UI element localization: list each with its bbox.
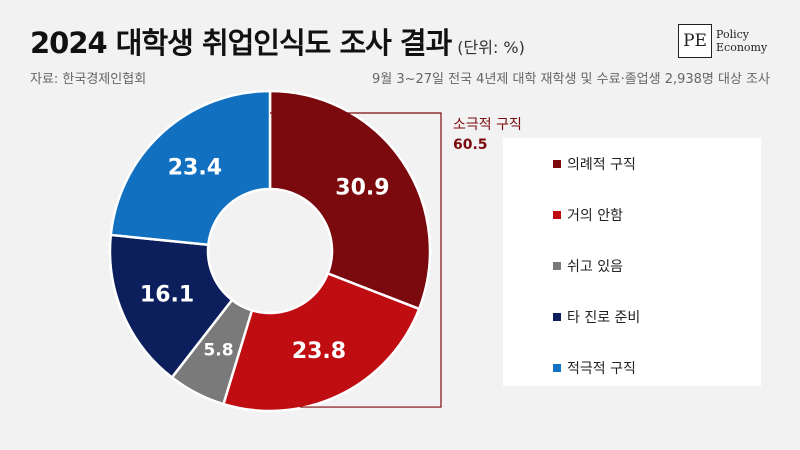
legend-item: 의례적 구직 bbox=[553, 154, 636, 174]
data-label-거의-안함: 23.8 bbox=[292, 339, 346, 364]
logo-line-1: Policy bbox=[716, 28, 749, 41]
data-label-적극적-구직: 23.4 bbox=[168, 155, 222, 180]
survey-note: 9월 3~27일 전국 4년제 대학 재학생 및 수료·졸업생 2,938명 대… bbox=[371, 72, 770, 87]
annotation-bracket bbox=[270, 112, 442, 408]
annotation-label: 소극적 구직 bbox=[453, 117, 522, 133]
legend-item: 타 진로 준비 bbox=[553, 307, 640, 327]
legend-label: 의례적 구직 bbox=[567, 157, 636, 173]
data-label-쉬고-있음: 5.8 bbox=[203, 340, 233, 360]
legend-label: 거의 안함 bbox=[567, 208, 623, 224]
legend-swatch bbox=[553, 211, 561, 219]
slice-적극적-구직 bbox=[109, 89, 272, 247]
chart-title: 2024 대학생 취업인식도 조사 결과 bbox=[30, 26, 452, 60]
legend-swatch bbox=[553, 313, 561, 321]
data-label-의례적-구직: 30.9 bbox=[335, 175, 389, 200]
data-label-타-진로-준비: 16.1 bbox=[140, 283, 194, 308]
legend-swatch bbox=[553, 160, 561, 168]
legend-item: 적극적 구직 bbox=[553, 358, 636, 378]
unit-label: (단위: %) bbox=[457, 38, 525, 57]
logo-wordmark: Policy Economy bbox=[716, 28, 767, 54]
legend-item: 쉬고 있음 bbox=[553, 256, 623, 276]
legend-label: 타 진로 준비 bbox=[567, 310, 641, 326]
legend-label: 쉬고 있음 bbox=[567, 259, 623, 275]
chart-title-area: 2024 대학생 취업인식도 조사 결과 (단위: %) bbox=[30, 20, 525, 62]
legend-label: 적극적 구직 bbox=[567, 361, 636, 377]
legend-swatch bbox=[553, 262, 561, 270]
annotation-value: 60.5 bbox=[453, 137, 488, 153]
logo-mark: PE bbox=[678, 24, 712, 58]
logo-line-2: Economy bbox=[716, 41, 768, 54]
source-label: 자료: 한국경제인협회 bbox=[30, 72, 147, 87]
slice-타-진로-준비 bbox=[108, 233, 234, 380]
legend-item: 거의 안함 bbox=[553, 205, 623, 225]
legend-swatch bbox=[553, 364, 561, 372]
policy-economy-logo: PE Policy Economy bbox=[678, 24, 767, 58]
slice-거의-안함 bbox=[221, 271, 421, 413]
